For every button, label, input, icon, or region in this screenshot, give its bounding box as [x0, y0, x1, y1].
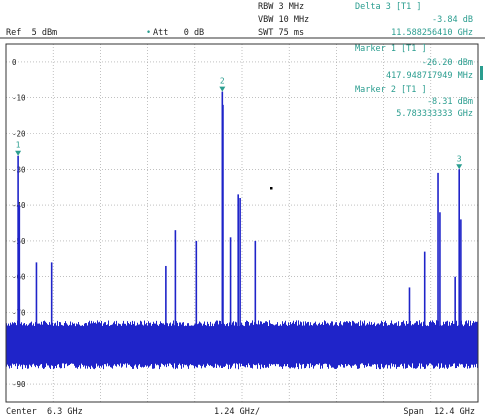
marker1-level: -26.20 dBm: [421, 58, 473, 68]
marker-triangle: [456, 164, 463, 170]
cursor-dot: [270, 187, 273, 190]
marker2-freq: 5.783333333 GHz: [396, 109, 473, 119]
y-tick-label: 0: [12, 58, 17, 67]
att-marker-dot: •: [146, 28, 152, 38]
center-frequency: Center 6.3 GHz: [6, 407, 83, 417]
marker2-level: -8.31 dBm: [426, 97, 473, 107]
delta-marker-title: Delta 3 [T1 ]: [355, 2, 422, 12]
marker-label: 3: [457, 154, 462, 163]
marker-label: 2: [220, 77, 225, 86]
marker-triangle: [219, 86, 226, 92]
right-edge-indicator: [480, 66, 483, 80]
frequency-per-division: 1.24 GHz/: [214, 407, 261, 417]
delta-marker-level: -3.84 dB: [432, 15, 473, 25]
marker2-title: Marker 2 [T1 ]: [355, 85, 427, 95]
delta-marker-freq: 11.588256410 GHz: [391, 28, 473, 38]
frequency-span: Span 12.4 GHz: [403, 407, 475, 417]
vbw-setting: VBW 10 MHz: [258, 15, 310, 25]
rbw-setting: RBW 3 MHz: [258, 2, 305, 12]
marker-triangle: [15, 150, 22, 156]
marker1-title: Marker 1 [T1 ]: [355, 44, 427, 54]
marker-label: 1: [16, 141, 21, 150]
y-tick-label: -20: [12, 130, 26, 139]
attenuation: Att 0 dB: [153, 28, 205, 38]
y-tick-label: -90: [12, 380, 26, 389]
ref-level: Ref 5 dBm: [6, 28, 58, 38]
marker1-freq: 417.948717949 MHz: [386, 71, 473, 81]
y-tick-label: -30: [12, 165, 26, 174]
plot-frame: [5, 43, 479, 403]
swt-setting: SWT 75 ms: [258, 28, 305, 38]
y-tick-label: -10: [12, 94, 26, 103]
